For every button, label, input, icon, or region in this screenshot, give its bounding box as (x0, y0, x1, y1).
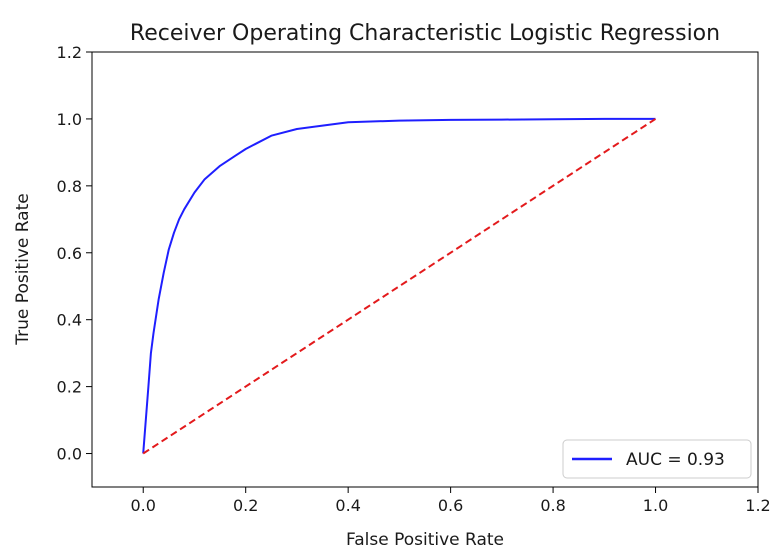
axis-ticks: 0.0 0.2 0.4 0.6 0.8 1.0 1.2 0.0 0.2 0.4 0.6 0.8 1.0 1… (57, 43, 771, 515)
x-tick-label: 1.0 (643, 496, 668, 515)
legend-label-auc: AUC = 0.93 (626, 450, 725, 470)
chart-title: Receiver Operating Characteristic Logist… (130, 21, 720, 46)
legend: AUC = 0.93 (562, 439, 752, 479)
x-tick-label: 0.4 (335, 496, 360, 515)
plot-frame (91, 51, 759, 488)
random-baseline-line (142, 118, 657, 455)
legend-box (562, 439, 752, 479)
y-tick-label: 0.4 (57, 311, 82, 330)
x-tick-label: 0.2 (233, 496, 258, 515)
plot-series (142, 117, 657, 455)
y-tick-label: 0.8 (57, 177, 82, 196)
y-tick-label: 0.0 (57, 445, 82, 464)
x-tick-label: 1.2 (745, 496, 770, 515)
x-axis-label: False Positive Rate (346, 530, 504, 550)
y-tick-label: 1.0 (57, 110, 82, 129)
y-tick-label: 0.2 (57, 378, 82, 397)
roc-curve-line (142, 117, 656, 454)
x-tick-label: 0.0 (131, 496, 156, 515)
y-axis-label: True Positive Rate (13, 193, 33, 345)
y-tick-label: 0.6 (57, 244, 82, 263)
y-tick-label: 1.2 (57, 43, 82, 62)
x-tick-label: 0.8 (540, 496, 565, 515)
x-tick-label: 0.6 (438, 496, 463, 515)
